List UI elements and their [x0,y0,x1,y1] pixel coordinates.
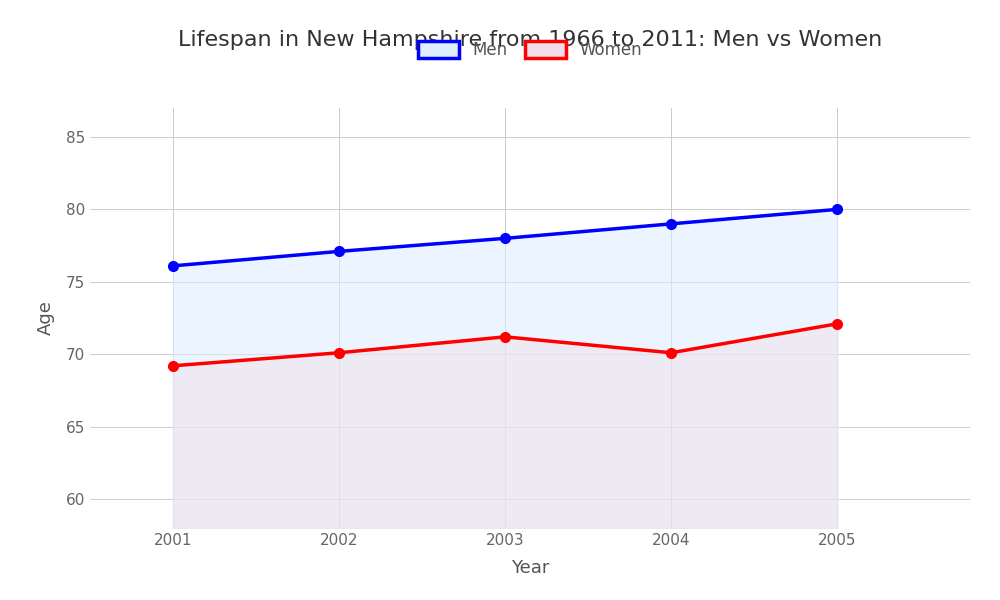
Y-axis label: Age: Age [37,301,55,335]
X-axis label: Year: Year [511,559,549,577]
Title: Lifespan in New Hampshire from 1966 to 2011: Men vs Women: Lifespan in New Hampshire from 1966 to 2… [178,29,882,49]
Legend: Men, Women: Men, Women [418,41,642,59]
